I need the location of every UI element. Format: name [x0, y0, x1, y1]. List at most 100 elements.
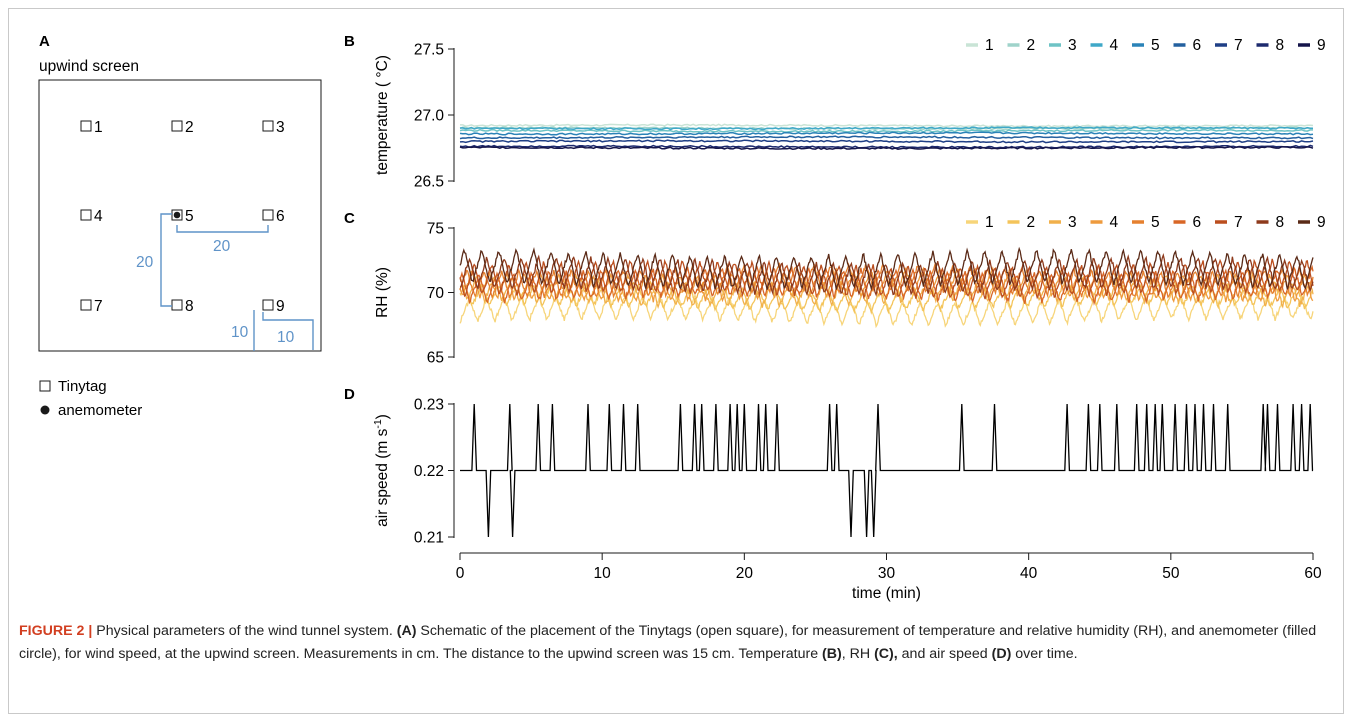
legend-label: 2: [1027, 214, 1036, 231]
x-tick-label: 60: [1304, 565, 1322, 582]
temperature-series-3: [459, 128, 1313, 133]
dimension-layer: 20 20 10 10: [136, 213, 314, 351]
sensor-label: 1: [94, 119, 103, 136]
dim-label: 20: [213, 238, 231, 255]
caption-a-ref: (A): [396, 623, 417, 639]
y-tick-label: 70: [427, 285, 445, 302]
legend-label: 8: [1276, 37, 1285, 54]
legend-label: 8: [1276, 214, 1285, 231]
legend-label: 6: [1193, 37, 1202, 54]
tinytag-icon: [80, 120, 92, 132]
dimension-line: [160, 213, 172, 307]
sensor-7: 7: [80, 298, 103, 315]
temperature-series-6: [459, 135, 1314, 140]
y-tick-label: 27.5: [414, 42, 444, 59]
tinytag-icon: [80, 209, 92, 221]
sensor-8: 8: [171, 298, 194, 315]
panel-b-label: B: [344, 33, 355, 50]
legend: 1 2 3 4 5 6 7 8 9: [966, 37, 1326, 54]
tinytag-icon: [171, 299, 183, 311]
figure-number: FIGURE 2 |: [19, 623, 93, 639]
panel-c-rh: C 65 70 75 RH (%) 1 2 3 4 5 6 7 8 9: [344, 210, 1326, 367]
anemometer-legend-label: anemometer: [58, 402, 142, 419]
air-speed-series: [460, 403, 1314, 538]
legend-label: 4: [1110, 37, 1119, 54]
panel-d-air-speed: D 0.21 0.22 0.23 air speed (m s-1) 0 10 20 30 40…: [344, 386, 1322, 602]
temperature-series-7: [459, 139, 1314, 144]
x-tick-label: 40: [1020, 565, 1038, 582]
y-axis-label: temperature ( °C): [374, 55, 391, 175]
sensor-2: 2: [171, 119, 194, 136]
tinytag-icon: [262, 299, 274, 311]
tinytag-legend-label: Tinytag: [58, 378, 107, 395]
legend-label: 4: [1110, 214, 1119, 231]
temperature-series-1: [460, 123, 1314, 128]
caption-part-4: and air speed: [897, 645, 992, 662]
rh-series-9: [459, 246, 1314, 293]
legend-label: 7: [1234, 37, 1243, 54]
temperature-series-4: [459, 126, 1314, 131]
y-axis-label-sup: -1: [372, 419, 384, 428]
legend-label: 3: [1068, 37, 1077, 54]
x-tick-label: 0: [456, 565, 465, 582]
tinytag-icon: [80, 299, 92, 311]
y-tick-label: 0.21: [414, 530, 444, 547]
y-tick-label: 0.22: [414, 463, 444, 480]
sensor-5: 5: [171, 208, 194, 225]
tinytag-legend-icon: [39, 380, 51, 392]
legend-label: 5: [1151, 214, 1160, 231]
sensor-9: 9: [262, 298, 285, 315]
y-tick-label: 26.5: [414, 174, 444, 191]
x-tick-label: 30: [878, 565, 896, 582]
dimension-line: [262, 312, 314, 350]
tinytag-icon: [171, 209, 183, 221]
tinytag-icon: [262, 120, 274, 132]
panel-b-temperature: B 26.5 27.0 27.5 temperature ( °C) 1 2 3 4 5 6 7 8 9: [344, 33, 1326, 191]
y-tick-label: 27.0: [414, 108, 445, 125]
y-tick-label: 0.23: [414, 397, 444, 414]
figure-caption: FIGURE 2 | Physical parameters of the wi…: [19, 620, 1339, 665]
temperature-series-5: [459, 131, 1314, 136]
caption-c-ref: (C),: [874, 645, 898, 662]
dim-label: 20: [136, 254, 154, 271]
sensor-label: 8: [185, 298, 194, 315]
legend-label: 9: [1317, 37, 1326, 54]
panel-a: A upwind screen 1 2 3 4 5 6 7 8 9 20 20 10 10 Tinyt…: [38, 33, 322, 419]
legend-label: 1: [985, 214, 994, 231]
panel-a-title: upwind screen: [39, 58, 139, 75]
y-tick-label: 75: [427, 221, 444, 238]
panel-c-label: C: [344, 210, 355, 227]
caption-b-ref: (B): [822, 645, 842, 662]
x-axis-label: time (min): [852, 585, 921, 602]
y-axis-label: RH (%): [374, 267, 391, 318]
caption-part-2: Schematic of the placement of the Tinyta…: [19, 623, 1317, 662]
sensor-label: 6: [276, 208, 285, 225]
legend-label: 5: [1151, 37, 1160, 54]
panel-d-label: D: [344, 386, 355, 403]
tinytag-icon: [262, 209, 274, 221]
sensor-4: 4: [80, 208, 103, 225]
rh-series-4: [459, 266, 1314, 304]
sensor-layer: 1 2 3 4 5 6 7 8 9: [80, 119, 285, 315]
anemometer-legend-icon: [40, 405, 50, 415]
sensor-label: 5: [185, 208, 194, 225]
sensor-label: 3: [276, 119, 285, 136]
panel-a-label: A: [39, 33, 50, 50]
y-axis-label: air speed (m s-1): [372, 414, 391, 527]
sensor-1: 1: [80, 119, 103, 136]
legend-label: 3: [1068, 214, 1077, 231]
sensor-label: 7: [94, 298, 103, 315]
y-axis-label-close: ): [374, 414, 391, 419]
rh-series-8: [459, 252, 1314, 297]
sensor-6: 6: [262, 208, 285, 225]
figure-frame: [8, 8, 1344, 714]
caption-part-1: Physical parameters of the wind tunnel s…: [92, 623, 397, 639]
legend-label: 9: [1317, 214, 1326, 231]
caption-part-5: over time.: [1011, 645, 1078, 662]
x-tick-label: 20: [736, 565, 754, 582]
sensor-label: 2: [185, 119, 194, 136]
caption-d-ref: (D): [991, 645, 1012, 662]
dim-label: 10: [277, 329, 295, 346]
legend: 1 2 3 4 5 6 7 8 9: [966, 214, 1326, 231]
caption-part-3: , RH: [841, 645, 875, 662]
